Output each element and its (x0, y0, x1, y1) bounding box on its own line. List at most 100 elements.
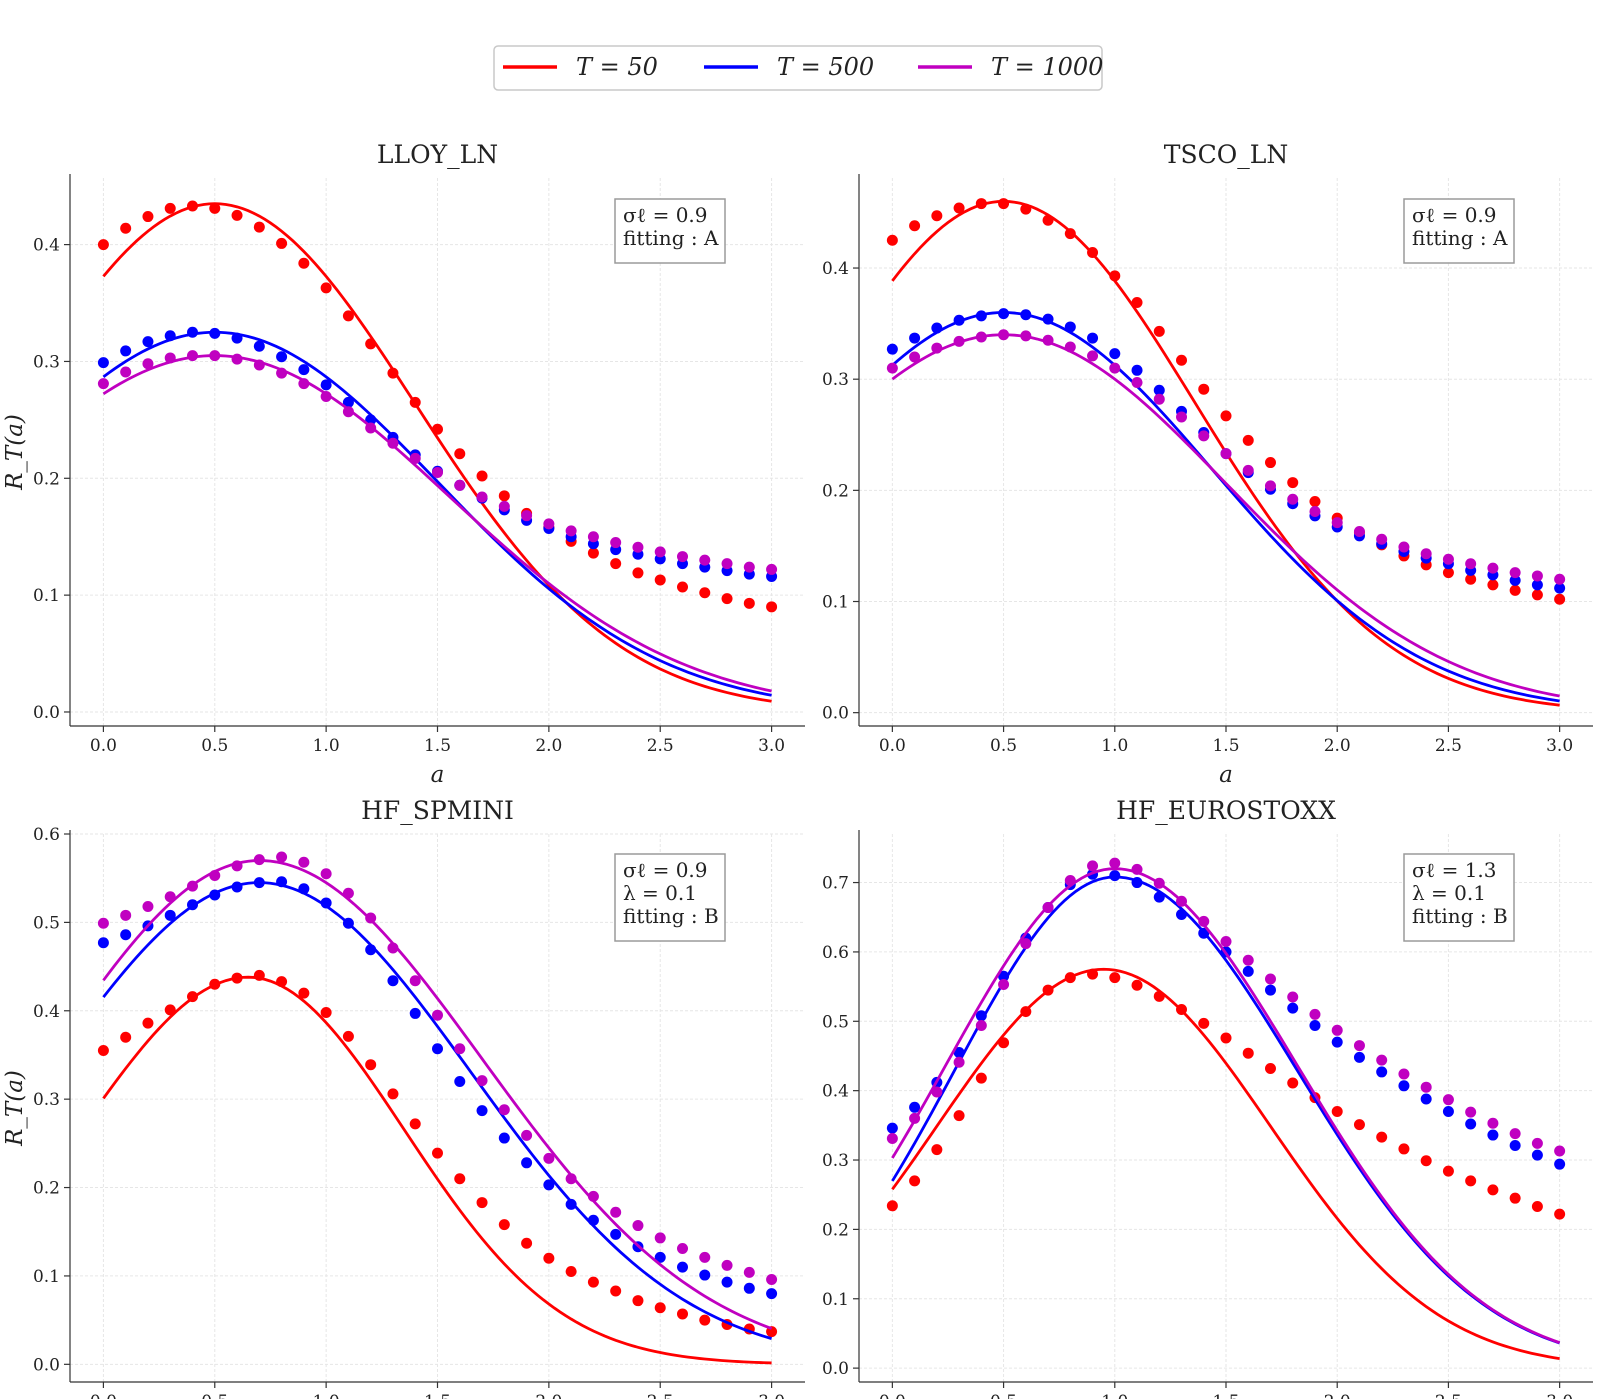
data-point-t-500 (320, 897, 332, 909)
data-point-t-500 (409, 1007, 421, 1019)
data-point-t-500 (587, 1214, 599, 1226)
data-point-t-500 (1109, 870, 1121, 882)
data-point-t-50 (1198, 1017, 1210, 1029)
annotation-box (614, 198, 726, 264)
data-point-t-500 (654, 1251, 666, 1263)
data-point-t-1000 (1398, 1068, 1410, 1080)
data-point-t-1000 (120, 366, 132, 378)
data-point-t-50 (610, 558, 622, 570)
data-point-t-500 (886, 1122, 898, 1134)
data-point-t-50 (142, 211, 154, 223)
data-point-t-1000 (654, 546, 666, 558)
data-point-t-1000 (909, 1112, 921, 1124)
data-point-t-500 (1153, 384, 1165, 396)
data-point-t-1000 (1465, 558, 1477, 570)
data-point-t-50 (120, 1031, 132, 1043)
data-point-t-1000 (432, 1009, 443, 1021)
data-point-t-500 (1153, 891, 1165, 903)
data-point-t-1000 (543, 1152, 555, 1164)
data-point-t-500 (953, 1047, 965, 1059)
data-point-t-500 (1509, 1139, 1521, 1151)
data-point-t-1000 (1287, 493, 1299, 505)
data-point-t-500 (231, 881, 243, 893)
data-point-t-500 (766, 1288, 778, 1300)
panel-title: LLOY_LN (377, 140, 498, 169)
data-point-t-50 (1287, 1077, 1299, 1089)
data-point-t-50 (931, 210, 943, 222)
data-point-t-500 (276, 351, 288, 363)
data-point-t-50 (187, 991, 198, 1003)
data-point-t-50 (187, 200, 198, 212)
data-point-t-1000 (1287, 991, 1299, 1003)
data-point-t-50 (1554, 1208, 1566, 1220)
data-point-t-50 (743, 597, 755, 609)
data-point-t-50 (1509, 1192, 1521, 1204)
data-point-t-500 (1531, 1149, 1543, 1161)
data-point-t-500 (998, 970, 1010, 982)
panel-hf-spmini: 0.0 0.5 1.0 1.5 2.0 2.5 3.0 0.0 0.1 0.2 0.3 0.4 0.5 0… (2, 796, 805, 1399)
data-point-t-50 (587, 1276, 599, 1288)
y-tick-label: 0.1 (33, 586, 60, 606)
x-tick-label: 2.5 (647, 1392, 674, 1399)
data-point-t-500 (610, 1228, 622, 1240)
data-point-t-500 (342, 917, 354, 929)
data-point-t-1000 (610, 1206, 622, 1218)
legend-label-t500: T = 500 (777, 53, 874, 81)
data-point-t-1000 (1176, 411, 1188, 423)
y-tick-label: 0.6 (33, 825, 60, 845)
data-point-t-1000 (565, 525, 577, 537)
data-point-t-50 (953, 1110, 965, 1122)
data-point-t-1000 (1442, 553, 1454, 565)
x-tick-label: 3.0 (758, 1392, 785, 1399)
data-point-t-500 (97, 357, 109, 369)
data-point-t-500 (953, 314, 965, 326)
annotation-text: σℓ = 0.9 (1412, 203, 1497, 227)
data-point-t-50 (1109, 270, 1121, 282)
data-point-t-50 (1398, 1143, 1410, 1155)
data-point-t-50 (610, 1285, 622, 1297)
data-point-t-1000 (97, 378, 109, 390)
data-point-t-1000 (476, 491, 488, 503)
data-point-t-500 (1131, 877, 1143, 889)
y-axis-label: R_T(a) (2, 414, 28, 491)
data-point-t-500 (276, 876, 288, 888)
data-point-t-50 (1131, 296, 1143, 308)
data-point-t-500 (886, 343, 898, 355)
data-point-t-1000 (1153, 877, 1165, 889)
data-point-t-1000 (587, 531, 599, 543)
y-tick-label: 0.2 (822, 481, 849, 501)
data-point-t-50 (209, 202, 221, 214)
y-tick-label: 0.0 (822, 1359, 849, 1379)
panel-tsco-ln: 0.0 0.5 1.0 1.5 2.0 2.5 3.0 0.0 0.1 0.2 0.3 0.4 TSCO… (822, 140, 1593, 788)
data-point-t-1000 (1176, 895, 1188, 907)
data-point-t-1000 (298, 856, 310, 868)
data-point-t-500 (1309, 1019, 1321, 1031)
data-point-t-500 (253, 340, 265, 352)
y-tick-label: 0.0 (33, 703, 60, 723)
data-point-t-50 (1242, 1047, 1254, 1059)
data-point-t-50 (409, 1118, 421, 1130)
annotation-text: σℓ = 1.3 (1412, 858, 1497, 882)
data-point-t-1000 (975, 1019, 987, 1031)
data-point-t-1000 (699, 554, 711, 566)
data-point-t-1000 (766, 563, 778, 575)
data-point-t-1000 (187, 880, 198, 892)
y-tick-label: 0.3 (822, 370, 849, 390)
data-point-t-1000 (365, 422, 377, 434)
data-point-t-1000 (498, 1104, 510, 1116)
data-point-t-500 (1020, 309, 1032, 321)
data-point-t-1000 (1465, 1106, 1477, 1118)
annotation-text: λ = 0.1 (623, 881, 697, 905)
data-point-t-1000 (253, 854, 265, 866)
x-tick-label: 0.0 (90, 1392, 117, 1399)
data-point-t-50 (97, 239, 109, 251)
data-point-t-1000 (931, 1086, 943, 1098)
data-point-t-50 (1487, 1184, 1499, 1196)
data-point-t-50 (231, 972, 243, 984)
annotation-text: fitting : A (623, 226, 719, 250)
data-point-t-50 (164, 202, 176, 214)
y-tick-label: 0.4 (33, 1002, 60, 1022)
y-tick-label: 0.7 (822, 874, 849, 894)
x-tick-label: 0.0 (90, 736, 117, 756)
data-point-t-500 (97, 937, 109, 949)
